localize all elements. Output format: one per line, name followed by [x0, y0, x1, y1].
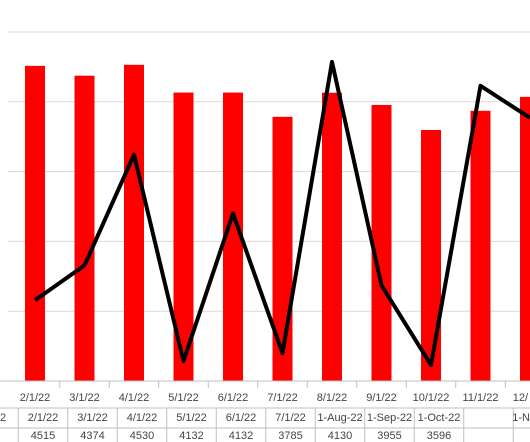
table-header: 3/1/22: [77, 412, 108, 424]
table-header: 6/1/22: [226, 412, 257, 424]
x-tick-label: 11/1/22: [463, 392, 499, 404]
table-header: 5/1/22: [176, 412, 207, 424]
bar: [223, 92, 243, 382]
bar: [173, 92, 194, 382]
x-tick-label: 12/: [513, 392, 529, 404]
bar: [124, 64, 144, 381]
bar: [470, 110, 491, 381]
table-header: 7/1/22: [275, 412, 306, 424]
table-header: 1-Aug-22: [317, 412, 362, 424]
table-value: 3955: [377, 430, 401, 442]
table-header: 2/1/22: [28, 412, 59, 424]
bar: [421, 129, 441, 381]
table-partial: 2: [0, 412, 6, 424]
table-value: 4130: [328, 430, 352, 442]
x-tick-label: 7/1/22: [267, 392, 298, 404]
table-value: 4132: [229, 430, 253, 442]
table-header: 1-N: [512, 412, 530, 424]
x-tick-label: 10/1/22: [413, 392, 450, 404]
bar: [74, 75, 95, 382]
bar: [322, 92, 342, 381]
bar: [371, 104, 392, 381]
x-tick-label: 8/1/22: [317, 392, 348, 404]
table-value: 3596: [427, 430, 451, 442]
line: [33, 59, 530, 368]
table-value: 4132: [179, 430, 203, 442]
table-header: 4/1/22: [127, 412, 158, 424]
table-value: 3785: [278, 430, 302, 442]
x-tick-label: 6/1/22: [218, 392, 249, 404]
table-header: 1-Sep-22: [367, 412, 412, 424]
bar: [520, 96, 530, 381]
x-tick-label: 9/1/22: [366, 392, 397, 404]
table-value: 4515: [31, 430, 55, 442]
x-tick-label: 2/1/22: [20, 392, 51, 404]
x-tick-label: 5/1/22: [168, 392, 199, 404]
table-header: 1-Oct-22: [418, 412, 461, 424]
x-tick-label: 4/1/22: [119, 392, 150, 404]
table-value: 4374: [80, 430, 104, 442]
x-tick-label: 3/1/22: [69, 392, 100, 404]
table-value: 4530: [130, 430, 154, 442]
bar: [25, 65, 45, 381]
